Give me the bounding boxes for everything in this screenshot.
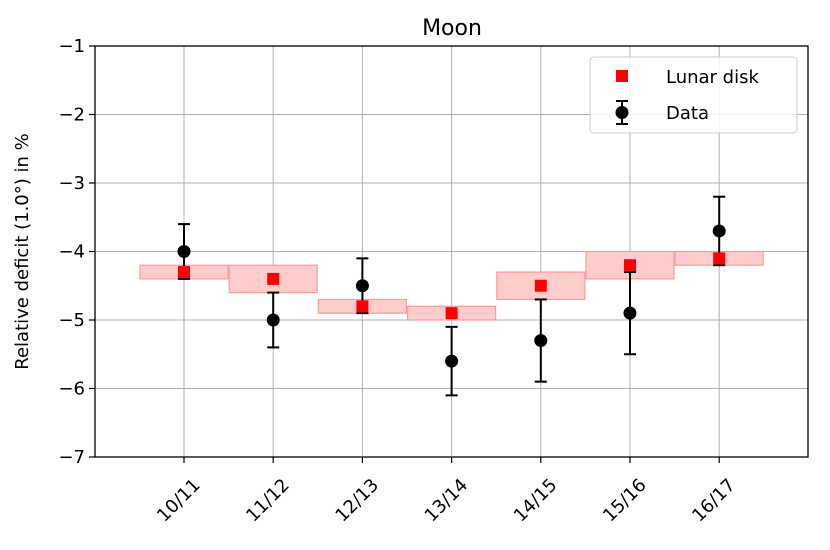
y-tick-label: −1 [58,36,85,57]
x-tick-label: 11/12 [242,475,294,527]
x-tick-label: 14/15 [510,475,562,527]
y-tick-label: −2 [58,105,85,126]
legend-marker-data [615,106,629,119]
y-tick-label: −3 [58,173,85,194]
legend-marker-lunar-disk [616,70,628,82]
data-point [266,313,280,327]
chart-title: Moon [422,16,482,41]
y-tick-label: −6 [58,379,85,400]
lunar-disk-point [713,252,726,265]
lunar-disk-point [178,266,190,279]
legend-label-data: Data [666,103,709,124]
y-tick-label: −5 [58,310,85,331]
data-point [623,306,637,320]
lunar-disk-point [624,259,636,272]
data-point [534,334,548,348]
lunar-disk-point [534,279,547,292]
x-axis-ticks: 10/11 11/12 12/13 13/14 14/15 15/16 16/17 [153,457,740,526]
x-tick-label: 15/16 [599,475,651,527]
y-tick-label: −4 [58,242,85,263]
x-tick-label: 10/11 [153,475,205,527]
legend: Lunar disk Data [589,56,798,134]
y-tick-label: −7 [58,447,85,468]
data-point [355,279,369,293]
legend-label-lunar-disk: Lunar disk [666,67,759,88]
markers [177,224,726,368]
lunar-disk-point [356,300,369,313]
lunar-disk-point [267,272,280,285]
lunar-disk-point [445,307,458,320]
x-tick-label: 12/13 [331,475,383,527]
data-point [445,354,459,368]
x-tick-label: 16/17 [688,475,740,527]
data-point [177,245,191,258]
data-point [712,224,726,238]
y-axis-label: Relative deficit (1.0°) in % [12,133,33,369]
y-axis-ticks: −1 −2 −3 −4 −5 −6 −7 [58,36,95,468]
legend-box [589,56,798,134]
x-tick-label: 13/14 [421,475,473,527]
